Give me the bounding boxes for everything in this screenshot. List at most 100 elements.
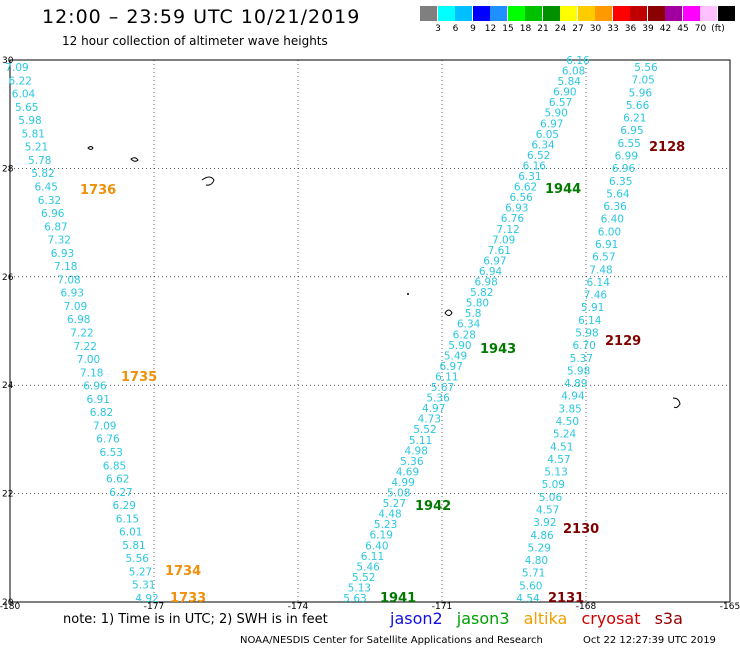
wave-height-value: 6.76 (96, 434, 120, 446)
wave-height-value: 5.46 (356, 561, 380, 573)
pass-time-label: 1942 (415, 499, 451, 514)
wave-height-value: 4.57 (547, 454, 570, 466)
legend-jason3: jason3 (456, 609, 510, 628)
legend-altika: altika (523, 609, 568, 628)
wave-height-value: 7.09 (64, 301, 87, 313)
lat-tick-label: 20 (2, 598, 14, 608)
lon-tick-label: -168 (576, 602, 597, 610)
wave-height-value: 3.92 (533, 517, 556, 529)
wave-height-value: 5.36 (400, 456, 424, 468)
wave-height-value: 5.78 (28, 155, 51, 167)
lon-tick-label: -174 (288, 602, 309, 610)
wave-height-value: 6.14 (587, 277, 611, 289)
color-swatch (507, 6, 525, 21)
wave-height-value: 6.57 (549, 97, 572, 109)
wave-height-value: 6.91 (595, 239, 618, 251)
island-outline (130, 157, 139, 162)
wave-height-value: 6.19 (370, 530, 393, 542)
wave-height-value: 5.21 (25, 142, 48, 154)
wave-height-value: 5.09 (542, 479, 565, 491)
color-scale-label: 36 (624, 24, 637, 34)
wave-height-value: 5.82 (470, 287, 493, 299)
wave-height-value: 5.08 (387, 488, 410, 500)
wave-height-value: 4.92 (135, 593, 158, 605)
color-scale-label: 33 (607, 24, 619, 34)
wave-height-value: 5.56 (634, 62, 658, 74)
satellite-legend: jason2 jason3 altika cryosat s3a (390, 609, 692, 628)
color-scale-label: 6 (452, 24, 459, 34)
wave-height-value: 6.16 (523, 160, 547, 172)
wave-height-value: 5.13 (348, 582, 371, 594)
color-swatch (665, 6, 682, 21)
pass-labels: 1736 1735 1734 1733 1944 1943 1942 1941 2128 2129… (80, 140, 685, 606)
pass-time-label: 2129 (605, 334, 641, 349)
wave-height-value: 6.62 (514, 182, 537, 194)
wave-height-value: 5.91 (581, 302, 604, 314)
pass-time-label: 2131 (548, 591, 584, 606)
color-scale-label: 3 (435, 24, 441, 34)
color-scale-label: 15 (502, 24, 514, 34)
wave-height-value: 6.90 (553, 87, 576, 99)
lon-tick-label: -165 (720, 602, 740, 610)
color-swatch (700, 6, 717, 21)
wave-height-value: 5.56 (126, 553, 150, 565)
wave-height-value: 6.34 (531, 139, 555, 151)
wave-height-value: 6.82 (90, 407, 113, 419)
wave-height-value: 6.93 (61, 288, 84, 300)
wave-height-value: 4.51 (550, 441, 573, 453)
wave-height-value: 5.23 (374, 519, 397, 531)
color-swatch (612, 6, 630, 21)
wave-height-value: 5.64 (606, 188, 630, 200)
wave-height-value: 6.96 (83, 381, 107, 393)
wave-height-value: 5.37 (570, 353, 593, 365)
legend-s3a: s3a (654, 609, 683, 628)
pass-time-label: 1941 (380, 591, 416, 606)
map-title: 12:00 – 23:59 UTC 10/21/2019 (42, 6, 361, 28)
wave-height-value: 5.52 (352, 572, 375, 584)
wave-height-value: 6.27 (109, 487, 132, 499)
wave-height-value: 6.29 (113, 500, 136, 512)
color-scale-label: 21 (537, 24, 549, 34)
axis-ticks: -180 -177 -174 -171 -168 -165 30 28 26 24 22 20 (0, 56, 740, 610)
pass-time-label: 1736 (80, 183, 116, 198)
wave-height-value: 6.93 (51, 248, 74, 260)
wave-height-value: 4.94 (561, 391, 585, 403)
wave-height-value: 5.13 (544, 467, 567, 479)
wave-height-value: 7.32 (48, 235, 71, 247)
wave-height-value: 5.11 (409, 435, 432, 447)
wave-height-value: 5.49 (444, 350, 467, 362)
wave-height-value: 5.82 (31, 168, 54, 180)
wave-height-value: 5.84 (558, 76, 582, 88)
wave-height-value: 6.98 (474, 277, 497, 289)
island-outlines (87, 146, 681, 409)
wave-height-value: 5.8 (465, 308, 482, 320)
wave-height-value: 7.22 (70, 328, 93, 340)
wave-height-value: 5.67 (431, 382, 454, 394)
wave-height-value: 6.11 (361, 551, 384, 563)
wave-height-value: 6.45 (35, 181, 58, 193)
color-swatch (437, 6, 455, 21)
altimeter-tracks: 7.096.226.045.655.985.815.215.785.826.45… (5, 55, 658, 605)
wave-height-value: 5.98 (567, 365, 590, 377)
wave-height-value: 5.81 (22, 128, 45, 140)
color-scale-label: 12 (484, 24, 497, 34)
wave-height-value: 6.16 (566, 55, 590, 67)
wave-height-map: 7.096.226.045.655.985.815.215.785.826.45… (0, 55, 740, 610)
island-outline (444, 309, 453, 316)
wave-height-value: 6.08 (562, 66, 585, 78)
island-outline (672, 397, 681, 409)
wave-height-value: 6.98 (67, 314, 90, 326)
wave-height-value: 5.98 (18, 115, 41, 127)
wave-height-value: 6.36 (603, 201, 627, 213)
wave-height-value: 4.54 (516, 593, 540, 605)
wave-height-value: 5.90 (448, 340, 471, 352)
wave-height-value: 5.96 (629, 87, 653, 99)
wave-height-value: 5.52 (413, 424, 436, 436)
color-swatch (595, 6, 612, 21)
island-outline (407, 293, 409, 295)
wave-height-value: 5.65 (15, 102, 38, 114)
wave-height-value: 6.34 (457, 319, 481, 331)
color-scale-label: 9 (470, 24, 476, 34)
wave-height-value: 5.66 (626, 100, 650, 112)
wave-height-value: 6.40 (365, 540, 388, 552)
